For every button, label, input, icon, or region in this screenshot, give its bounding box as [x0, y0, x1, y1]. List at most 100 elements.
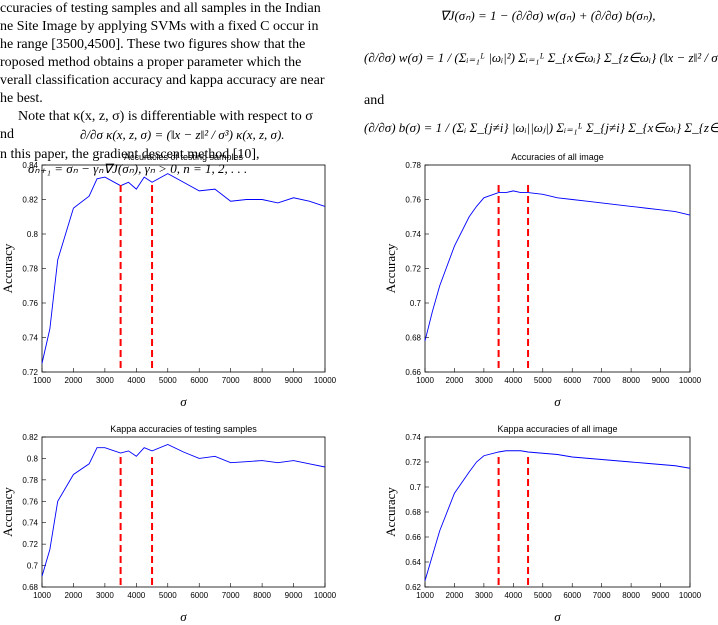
x-tick-label: 7000 — [222, 376, 240, 385]
x-tick-label: 6000 — [190, 376, 208, 385]
equation: (∂/∂σ) w(σ) = 1 / (Σᵢ₌₁ᴸ |ωᵢ|²) Σᵢ₌₁ᴸ Σ_… — [364, 50, 718, 65]
text-line: he best. — [0, 91, 43, 106]
x-tick-label: 6000 — [190, 591, 208, 600]
y-axis-label: Accuracy — [383, 487, 398, 537]
x-tick-label: 4000 — [504, 376, 522, 385]
x-tick-label: 6000 — [563, 376, 581, 385]
x-tick-label: 2000 — [446, 591, 464, 600]
text-line: nd — [0, 127, 14, 142]
plot-frame — [424, 164, 691, 373]
text-line: Note that κ(x, z, σ) is differentiable w… — [18, 109, 313, 124]
y-tick-label: 0.78 — [405, 161, 421, 170]
plot-frame — [41, 436, 326, 588]
x-tick-label: 8000 — [253, 591, 271, 600]
plot-frame — [424, 436, 691, 588]
text-line: roposed method obtains a proper paramete… — [0, 55, 301, 70]
x-tick-label: 8000 — [622, 591, 640, 600]
x-tick-label: 9000 — [285, 376, 303, 385]
x-tick-label: 7000 — [222, 591, 240, 600]
y-tick-label: 0.74 — [22, 334, 38, 343]
equation: ∂/∂σ κ(x, z, σ) = (‖x − z‖² / σ³) κ(x, z… — [80, 127, 285, 142]
x-tick-label: 3000 — [475, 376, 493, 385]
y-tick-label: 0.7 — [27, 562, 39, 571]
y-tick-label: 0.68 — [22, 583, 38, 592]
y-tick-label: 0.72 — [22, 368, 38, 377]
y-tick-label: 0.82 — [22, 196, 38, 205]
x-tick-label: 2000 — [446, 376, 464, 385]
x-axis-label: σ — [554, 394, 561, 409]
chart-title: Accuracies of all image — [511, 152, 604, 162]
y-tick-label: 0.74 — [22, 519, 38, 528]
y-tick-label: 0.72 — [405, 458, 421, 467]
x-tick-label: 4000 — [127, 591, 145, 600]
x-tick-label: 1000 — [33, 591, 51, 600]
x-tick-label: 9000 — [652, 376, 670, 385]
x-axis-label: σ — [180, 394, 187, 409]
x-tick-label: 1000 — [416, 376, 434, 385]
equation: ∇J(σₙ) = 1 − (∂/∂σ) w(σₙ) + (∂/∂σ) b(σₙ)… — [440, 8, 656, 23]
y-axis-label: Accuracy — [383, 243, 398, 293]
equation: (∂/∂σ) b(σ) = 1 / (Σᵢ Σ_{j≠i} |ωᵢ||ωⱼ|) … — [364, 120, 718, 135]
text-line: ccuracies of testing samples and all sam… — [0, 1, 321, 16]
y-tick-label: 0.8 — [27, 454, 39, 463]
text-line: ne Site Image by applying SVMs with a fi… — [0, 19, 318, 34]
data-line — [41, 173, 326, 364]
data-line — [41, 444, 326, 577]
text-line: n this paper, the gradient descent metho… — [0, 147, 260, 162]
y-tick-label: 0.66 — [405, 533, 421, 542]
y-tick-label: 0.72 — [405, 265, 421, 274]
x-tick-label: 8000 — [622, 376, 640, 385]
chart-title: Kappa accuracies of testing samples — [110, 424, 257, 434]
x-tick-label: 4000 — [504, 591, 522, 600]
y-tick-label: 0.78 — [22, 265, 38, 274]
y-tick-label: 0.66 — [405, 368, 421, 377]
plot-frame — [41, 164, 326, 373]
y-tick-label: 0.62 — [405, 583, 421, 592]
x-tick-label: 5000 — [534, 376, 552, 385]
y-tick-label: 0.78 — [22, 476, 38, 485]
y-tick-label: 0.64 — [405, 558, 421, 567]
y-axis-label: Accuracy — [0, 243, 15, 293]
text-line: he range [3500,4500]. These two figures … — [0, 37, 305, 52]
x-tick-label: 3000 — [475, 591, 493, 600]
x-axis-label: σ — [554, 609, 561, 624]
chart-title: Kappa accuracies of all image — [497, 424, 617, 434]
y-tick-label: 0.74 — [405, 230, 421, 239]
x-axis-label: σ — [180, 609, 187, 624]
x-tick-label: 1000 — [33, 376, 51, 385]
x-tick-label: 10000 — [679, 376, 702, 385]
x-tick-label: 3000 — [96, 376, 114, 385]
equation: σₙ₊₁ = σₙ − γₙ∇J(σₙ), γₙ > 0, n = 1, 2, … — [28, 161, 247, 176]
x-tick-label: 5000 — [534, 591, 552, 600]
x-tick-label: 10000 — [679, 591, 702, 600]
data-line — [424, 190, 691, 342]
x-tick-label: 2000 — [65, 376, 83, 385]
y-tick-label: 0.68 — [405, 334, 421, 343]
x-tick-label: 7000 — [593, 591, 611, 600]
y-tick-label: 0.82 — [22, 433, 38, 442]
y-tick-label: 0.74 — [405, 433, 421, 442]
x-tick-label: 1000 — [416, 591, 434, 600]
y-tick-label: 0.7 — [410, 483, 422, 492]
x-tick-label: 3000 — [96, 591, 114, 600]
x-tick-label: 5000 — [159, 591, 177, 600]
x-tick-label: 5000 — [159, 376, 177, 385]
y-axis-label: Accuracy — [0, 487, 15, 537]
y-tick-label: 0.76 — [22, 497, 38, 506]
text-line: verall classification accuracy and kappa… — [0, 73, 325, 88]
chart-title: Accuracies of testing samples — [124, 152, 244, 162]
x-tick-label: 4000 — [127, 376, 145, 385]
x-tick-label: 2000 — [65, 591, 83, 600]
x-tick-label: 6000 — [563, 591, 581, 600]
text-line: and — [364, 93, 384, 108]
x-tick-label: 10000 — [314, 591, 337, 600]
x-tick-label: 10000 — [314, 376, 337, 385]
y-tick-label: 0.72 — [22, 540, 38, 549]
x-tick-label: 9000 — [652, 591, 670, 600]
x-tick-label: 9000 — [285, 591, 303, 600]
y-tick-label: 0.8 — [27, 230, 39, 239]
x-tick-label: 8000 — [253, 376, 271, 385]
y-tick-label: 0.84 — [22, 161, 38, 170]
